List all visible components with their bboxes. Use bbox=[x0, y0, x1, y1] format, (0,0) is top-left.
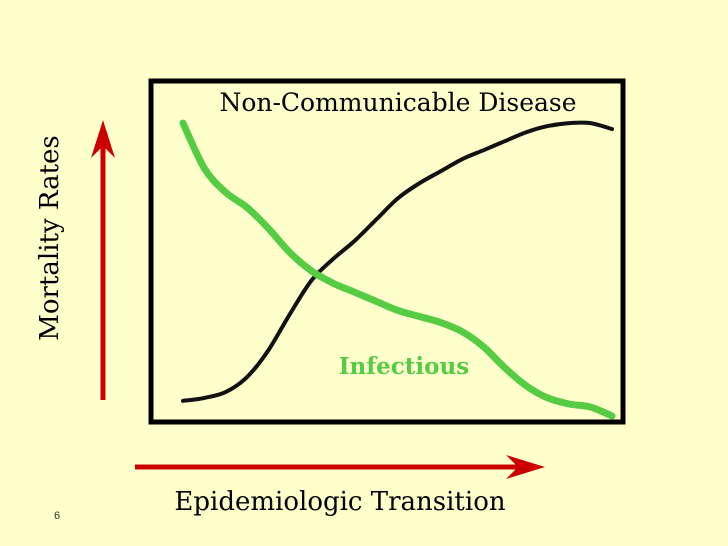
series-line-non-communicable-disease bbox=[181, 120, 614, 403]
series-label-infectious: Infectious bbox=[339, 353, 469, 380]
y-axis-label: Mortality Rates bbox=[35, 135, 65, 341]
plot-frame bbox=[148, 78, 626, 425]
series-line-infectious bbox=[179, 119, 616, 420]
series-label-non-communicable-disease: Non-Communicable Disease bbox=[219, 88, 576, 117]
page-number: 6 bbox=[54, 510, 61, 522]
x-axis-arrow bbox=[135, 455, 545, 479]
x-axis-label: Epidemiologic Transition bbox=[174, 487, 505, 517]
y-axis-arrow bbox=[91, 120, 115, 400]
